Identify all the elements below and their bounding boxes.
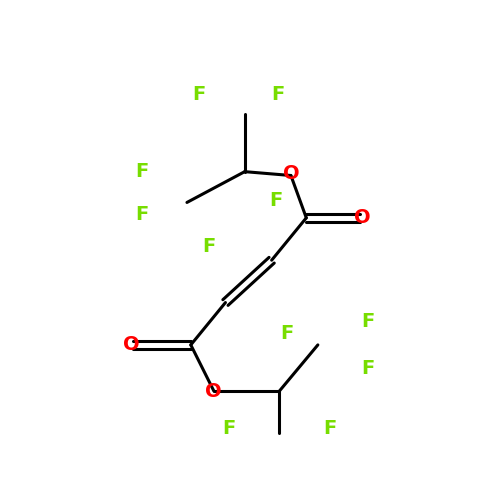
Text: F: F [271,85,284,104]
Text: O: O [205,382,222,400]
Text: F: F [362,312,374,332]
Text: F: F [323,418,336,438]
Text: F: F [202,237,215,256]
Text: F: F [136,162,149,181]
Text: F: F [362,358,374,378]
Text: O: O [354,208,371,228]
Text: F: F [136,204,149,224]
Text: F: F [222,418,236,438]
Text: F: F [192,85,205,104]
Text: F: F [280,324,293,343]
Text: O: O [284,164,300,182]
Text: F: F [269,190,282,210]
Text: O: O [123,336,140,354]
